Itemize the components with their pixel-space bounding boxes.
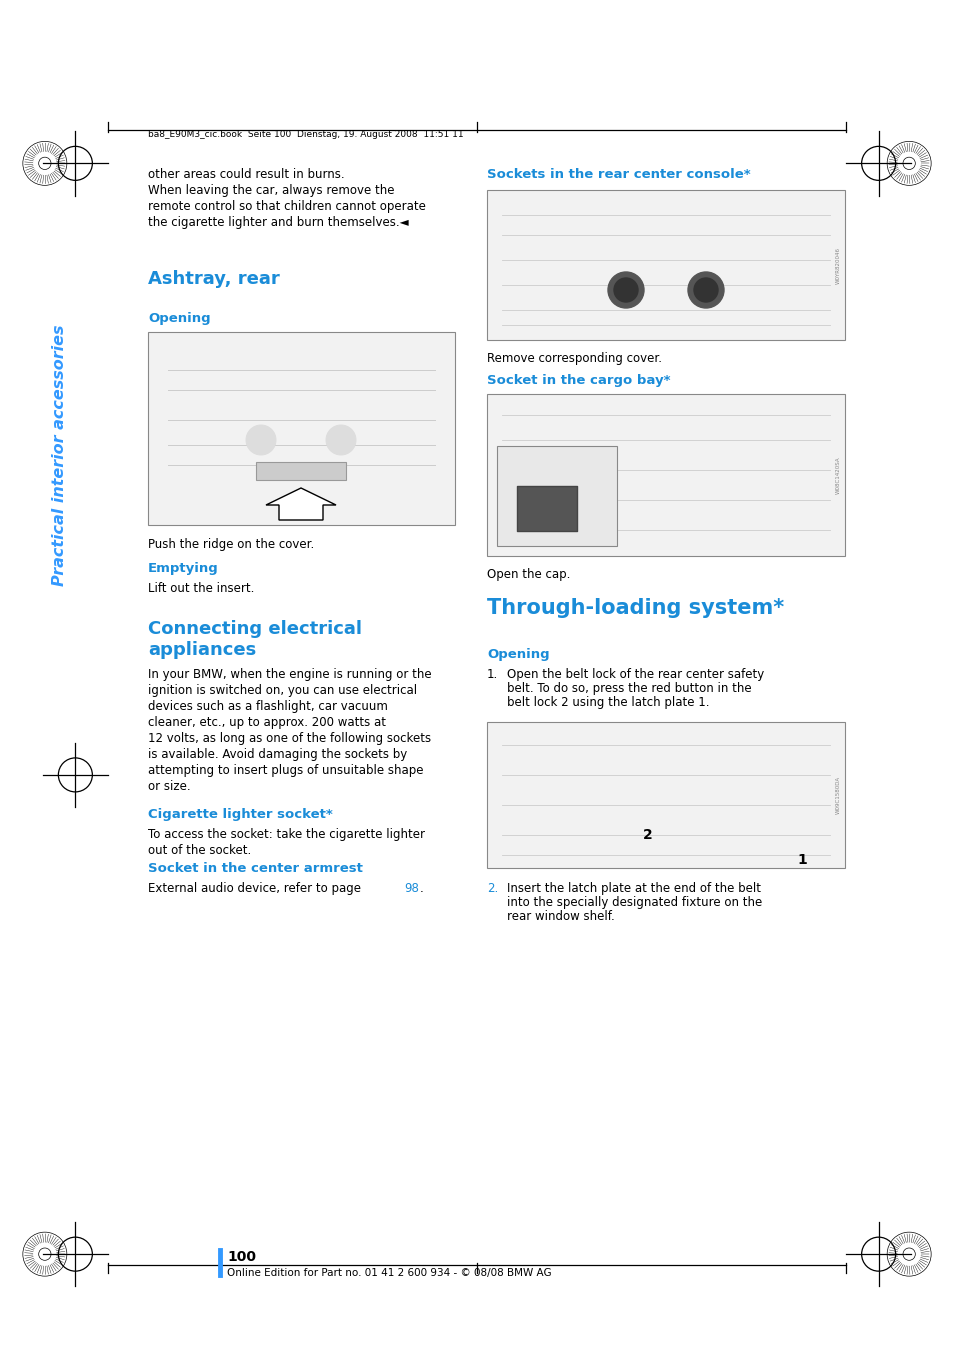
Text: into the specially designated fixture on the: into the specially designated fixture on… <box>506 896 761 909</box>
Bar <box>486 190 844 340</box>
Text: Open the belt lock of the rear center safety: Open the belt lock of the rear center sa… <box>506 668 763 680</box>
Bar <box>497 446 617 545</box>
Text: other areas could result in burns.
When leaving the car, always remove the
remot: other areas could result in burns. When … <box>148 167 425 230</box>
Circle shape <box>897 1243 920 1265</box>
Text: 100: 100 <box>227 1250 255 1264</box>
Text: 2: 2 <box>642 828 652 842</box>
Text: Connecting electrical
appliances: Connecting electrical appliances <box>148 620 361 659</box>
Text: Socket in the center armrest: Socket in the center armrest <box>148 863 362 875</box>
Circle shape <box>607 271 643 308</box>
Text: 2.: 2. <box>486 882 497 895</box>
Text: Practical interior accessories: Practical interior accessories <box>52 324 68 586</box>
Text: External audio device, refer to page: External audio device, refer to page <box>148 882 364 895</box>
Text: Opening: Opening <box>148 312 211 325</box>
Text: W09C1580DA: W09C1580DA <box>835 776 841 814</box>
Circle shape <box>326 425 355 455</box>
Polygon shape <box>266 487 335 520</box>
Text: ba8_E90M3_cic.book  Seite 100  Dienstag, 19. August 2008  11:51 11: ba8_E90M3_cic.book Seite 100 Dienstag, 1… <box>148 130 463 139</box>
Text: 1.: 1. <box>486 668 497 680</box>
Text: Cigarette lighter socket*: Cigarette lighter socket* <box>148 809 333 821</box>
Text: In your BMW, when the engine is running or the
ignition is switched on, you can : In your BMW, when the engine is running … <box>148 668 431 792</box>
Bar <box>486 722 844 868</box>
Text: belt. To do so, press the red button in the: belt. To do so, press the red button in … <box>506 682 751 695</box>
Bar <box>255 462 346 481</box>
Bar <box>148 332 455 525</box>
Text: rear window shelf.: rear window shelf. <box>506 910 614 923</box>
Circle shape <box>33 153 56 174</box>
Text: Sockets in the rear center console*: Sockets in the rear center console* <box>486 167 750 181</box>
Circle shape <box>693 278 718 302</box>
Circle shape <box>897 153 920 174</box>
Circle shape <box>614 278 638 302</box>
Text: Remove corresponding cover.: Remove corresponding cover. <box>486 352 661 365</box>
Bar <box>517 486 577 531</box>
Text: belt lock 2 using the latch plate 1.: belt lock 2 using the latch plate 1. <box>506 697 709 709</box>
Text: .: . <box>419 882 423 895</box>
Text: 98: 98 <box>403 882 418 895</box>
Text: Ashtray, rear: Ashtray, rear <box>148 270 279 288</box>
Text: Socket in the cargo bay*: Socket in the cargo bay* <box>486 374 670 387</box>
Text: Open the cap.: Open the cap. <box>486 568 570 580</box>
Text: W08C1420SA: W08C1420SA <box>835 456 841 494</box>
Text: Insert the latch plate at the end of the belt: Insert the latch plate at the end of the… <box>506 882 760 895</box>
Text: Online Edition for Part no. 01 41 2 600 934 - © 08/08 BMW AG: Online Edition for Part no. 01 41 2 600 … <box>227 1268 551 1278</box>
Text: Push the ridge on the cover.: Push the ridge on the cover. <box>148 539 314 551</box>
Text: Emptying: Emptying <box>148 562 218 575</box>
Text: Through-loading system*: Through-loading system* <box>486 598 783 618</box>
Text: To access the socket: take the cigarette lighter
out of the socket.: To access the socket: take the cigarette… <box>148 828 424 857</box>
Circle shape <box>687 271 723 308</box>
Text: 1: 1 <box>797 853 806 867</box>
Text: W0YR820046: W0YR820046 <box>835 247 841 284</box>
Circle shape <box>246 425 275 455</box>
Text: Lift out the insert.: Lift out the insert. <box>148 582 254 595</box>
Bar <box>486 394 844 556</box>
Circle shape <box>33 1243 56 1265</box>
Text: Opening: Opening <box>486 648 549 662</box>
